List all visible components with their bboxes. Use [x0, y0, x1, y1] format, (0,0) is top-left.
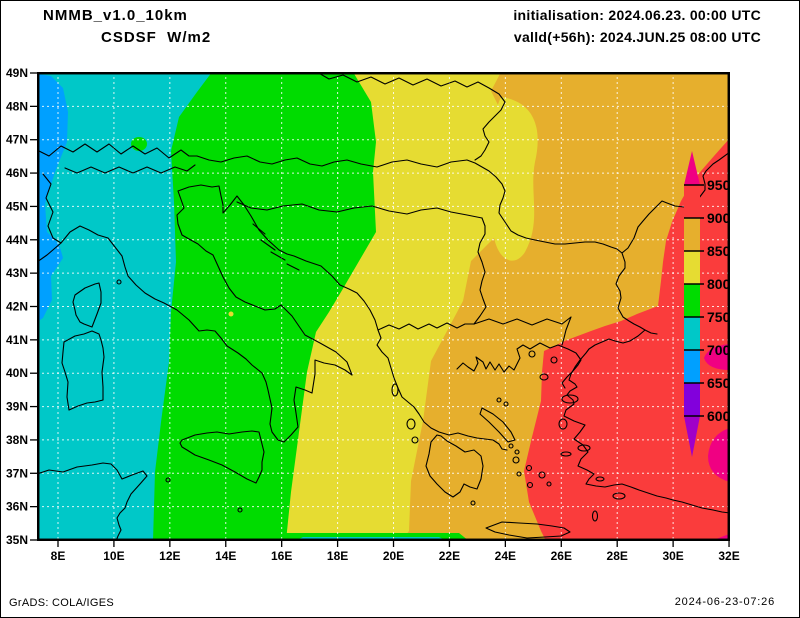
valid-time-label: valld(+56h): 2024.JUN.25 08:00 UTC — [513, 29, 761, 45]
coastline-north-africa — [37, 462, 148, 541]
y-axis-label: 43N — [6, 266, 28, 280]
variable-title: CSDSF W/m2 — [101, 29, 212, 46]
border-greece-bulgaria — [473, 316, 572, 346]
grads-credit: GrADS: COLA/IGES — [9, 597, 115, 609]
x-axis-label: 14E — [215, 549, 236, 563]
init-time-label: initialisation: 2024.06.23. 00:00 UTC — [513, 7, 761, 23]
y-axis-label: 41N — [6, 333, 28, 347]
coastline-italy-adriatic-greece — [37, 184, 508, 451]
x-axis-label: 22E — [439, 549, 460, 563]
creation-timestamp: 2024-06-23-07:26 — [674, 596, 775, 608]
contour-map — [37, 72, 730, 541]
y-axis-label: 48N — [6, 99, 28, 113]
x-axis-label: 32E — [718, 549, 739, 563]
y-axis-label: 40N — [6, 366, 28, 380]
y-axis-label: 44N — [6, 233, 28, 247]
model-title: NMMB_v1.0_10km — [43, 7, 188, 24]
x-axis-label: 18E — [327, 549, 348, 563]
y-axis-label: 42N — [6, 299, 28, 313]
y-axis-label: 47N — [6, 133, 28, 147]
border-sava — [236, 201, 483, 219]
border-alps-south — [64, 164, 196, 174]
x-axis-label: 28E — [607, 549, 628, 563]
coastline-sicily — [179, 430, 265, 484]
x-axis-label: 24E — [495, 549, 516, 563]
coastline-chalkidiki-thrace — [456, 342, 582, 389]
y-axis-label: 49N — [6, 66, 28, 80]
border-serbia-bulgaria — [473, 217, 487, 325]
y-axis-label: 46N — [6, 166, 28, 180]
x-axis-label: 26E — [551, 549, 572, 563]
latlon-gridlines — [37, 72, 730, 541]
x-axis-label: 10E — [103, 549, 124, 563]
y-axis-label: 35N — [6, 533, 28, 547]
contour-spot-750-800 — [131, 137, 147, 151]
y-axis-label: 38N — [6, 433, 28, 447]
x-axis-label: 20E — [383, 549, 404, 563]
contour-band-650-700 — [37, 74, 68, 322]
map-border — [37, 72, 730, 541]
coastline-marmara-turkey-west — [563, 329, 730, 514]
coastline-blacksea — [615, 151, 730, 335]
island-dots — [116, 279, 626, 522]
coastline-corsica — [72, 282, 102, 328]
border-france-italy — [42, 173, 62, 244]
x-axis-label: 12E — [159, 549, 180, 563]
border-hungary-chain — [196, 155, 468, 168]
x-axis-label: 16E — [271, 549, 292, 563]
croatian-islands — [252, 223, 300, 271]
y-axis-label: 36N — [6, 500, 28, 514]
x-axis-label: 8E — [51, 549, 66, 563]
border-danube — [466, 159, 623, 254]
border-albania-macedonia — [377, 322, 475, 331]
coastline-sardinia — [61, 330, 105, 411]
coastline-peloponnese — [425, 434, 484, 498]
coastlines-borders — [37, 72, 730, 541]
contour-dot-800-850 — [228, 311, 234, 317]
map-area — [37, 72, 730, 541]
border-alps-north — [37, 143, 198, 159]
border-carpathian — [316, 72, 506, 161]
contour-spot-gt950 — [704, 344, 730, 370]
contour-spot-gt950 — [708, 428, 730, 482]
coastline-euboea — [479, 407, 516, 443]
y-axis-label: 45N — [6, 199, 28, 213]
coastline-crete — [485, 521, 571, 539]
y-axis-label: 39N — [6, 400, 28, 414]
contour-pocket-800-850 — [488, 97, 538, 261]
x-axis-label: 30E — [662, 549, 683, 563]
y-axis-label: 37N — [6, 466, 28, 480]
